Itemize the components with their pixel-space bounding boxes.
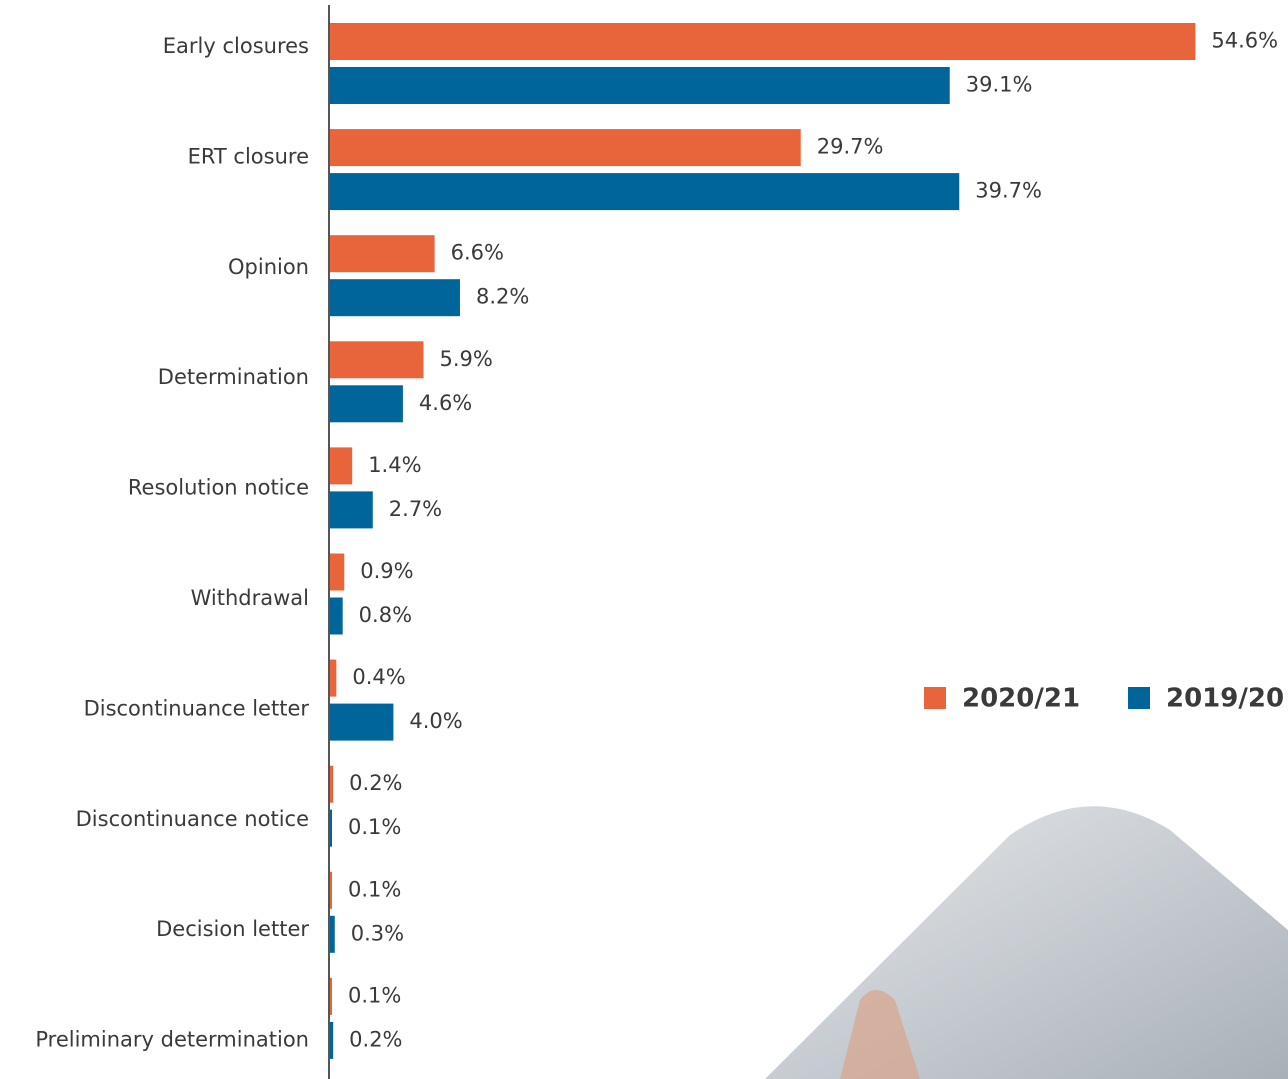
value-label: 0.8% bbox=[359, 603, 412, 627]
value-label: 6.6% bbox=[451, 241, 504, 265]
bar bbox=[330, 341, 424, 379]
value-label: 29.7% bbox=[817, 135, 884, 159]
legend-label: 2020/21 bbox=[962, 684, 1080, 714]
bar bbox=[330, 915, 335, 953]
bar bbox=[330, 703, 394, 741]
value-label: 0.9% bbox=[360, 559, 413, 583]
y-tick-label: Discontinuance letter bbox=[84, 696, 310, 720]
y-tick-label: Preliminary determination bbox=[35, 1028, 309, 1052]
bar bbox=[330, 553, 345, 591]
value-label: 0.1% bbox=[348, 877, 401, 901]
y-tick-label: ERT closure bbox=[188, 144, 309, 168]
bar bbox=[330, 23, 1196, 60]
value-label: 39.7% bbox=[975, 179, 1042, 203]
value-label: 4.6% bbox=[419, 391, 472, 415]
value-label: 0.3% bbox=[351, 921, 404, 945]
value-label: 0.1% bbox=[348, 983, 401, 1007]
value-label: 2.7% bbox=[389, 497, 442, 521]
bar bbox=[330, 491, 373, 529]
y-tick-label: Determination bbox=[158, 365, 309, 389]
bar bbox=[330, 385, 403, 423]
value-label: 54.6% bbox=[1211, 29, 1278, 53]
value-label: 5.9% bbox=[440, 347, 493, 371]
value-label: 39.1% bbox=[966, 73, 1033, 97]
y-tick-label: Discontinuance notice bbox=[76, 807, 309, 831]
bar bbox=[330, 279, 460, 317]
bar bbox=[330, 1021, 334, 1059]
bar bbox=[330, 235, 435, 273]
y-tick-label: Early closures bbox=[163, 34, 309, 58]
bar bbox=[330, 809, 332, 847]
bar bbox=[330, 871, 332, 909]
value-label: 1.4% bbox=[368, 453, 421, 477]
value-label: 0.2% bbox=[349, 771, 402, 795]
bar bbox=[330, 173, 960, 211]
decorative-hand bbox=[840, 990, 920, 1079]
value-label: 0.4% bbox=[352, 665, 405, 689]
bar bbox=[330, 765, 334, 803]
value-label: 8.2% bbox=[476, 285, 529, 309]
bar bbox=[330, 977, 332, 1015]
bar bbox=[330, 597, 343, 635]
bar bbox=[330, 67, 950, 104]
legend-swatch bbox=[1128, 687, 1150, 709]
value-label: 0.1% bbox=[348, 815, 401, 839]
bar bbox=[330, 447, 353, 485]
bar bbox=[330, 129, 801, 167]
y-tick-label: Withdrawal bbox=[191, 586, 309, 610]
y-tick-label: Resolution notice bbox=[128, 476, 309, 500]
value-label: 4.0% bbox=[409, 709, 462, 733]
y-tick-label: Decision letter bbox=[156, 917, 309, 941]
decorative-image bbox=[765, 806, 1288, 1079]
legend-label: 2019/20 bbox=[1166, 684, 1284, 714]
value-label: 0.2% bbox=[349, 1027, 402, 1051]
bar bbox=[330, 659, 337, 697]
legend-swatch bbox=[924, 687, 946, 709]
y-tick-label: Opinion bbox=[228, 255, 309, 279]
